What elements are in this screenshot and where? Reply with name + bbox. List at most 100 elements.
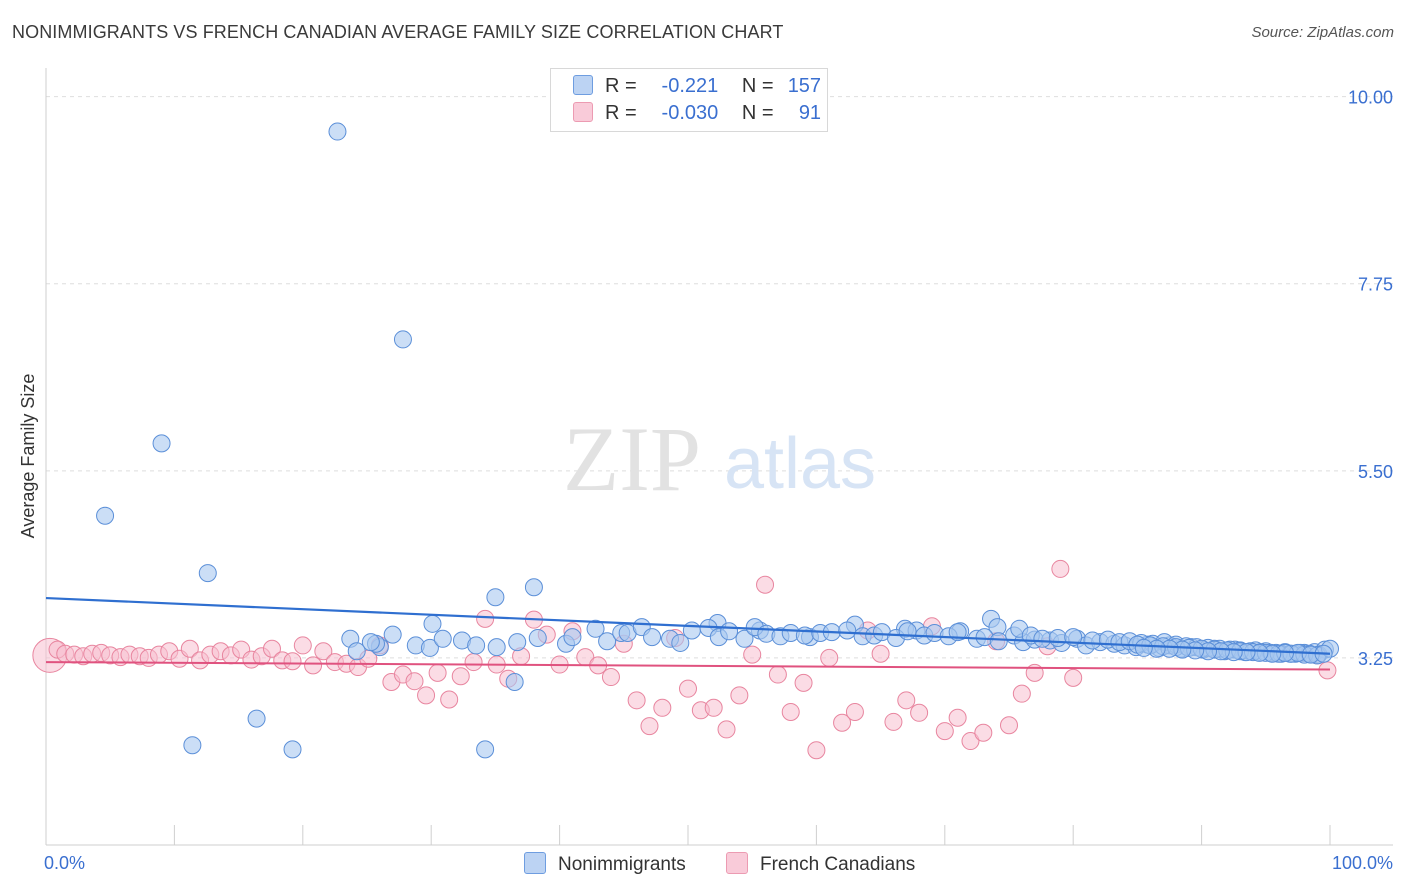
data-point-french-canadians (897, 691, 916, 710)
data-point-french-canadians (476, 609, 495, 628)
data-point-french-canadians (871, 644, 890, 663)
data-point-french-canadians (1012, 684, 1031, 703)
data-point-nonimmigrants (383, 625, 402, 644)
data-point-french-canadians (304, 656, 323, 675)
data-point-french-canadians (627, 691, 646, 710)
data-point-french-canadians (935, 722, 954, 741)
data-point-french-canadians (807, 741, 826, 760)
data-point-nonimmigrants (563, 628, 582, 647)
watermark-zip: ZIP (563, 408, 701, 510)
data-point-french-canadians (756, 575, 775, 594)
trend-lines (45, 596, 1331, 671)
legend-row-nonimmigrants: R = -0.221 N = 157 (573, 75, 821, 99)
legend-label-nonimmigrants: Nonimmigrants (558, 854, 686, 875)
data-point-nonimmigrants (420, 638, 439, 657)
data-point-french-canadians (948, 708, 967, 727)
trend-line-french-canadians (45, 661, 1331, 671)
data-point-nonimmigrants (1048, 628, 1067, 647)
data-point-french-canadians (180, 639, 199, 658)
data-point-french-canadians (794, 673, 813, 692)
y-axis-label: Average Family Size (18, 374, 38, 539)
bottom-legend: Nonimmigrants French Canadians (0, 850, 1406, 880)
data-point-french-canadians (974, 723, 993, 742)
legend-n-label: N = (741, 75, 774, 97)
data-point-nonimmigrants (508, 633, 527, 652)
data-point-nonimmigrants (989, 632, 1008, 651)
legend-n-value: 157 (787, 75, 822, 97)
data-point-nonimmigrants (598, 632, 617, 651)
chart-title: NONIMMIGRANTS VS FRENCH CANADIAN AVERAGE… (12, 22, 784, 42)
data-point-french-canadians (820, 648, 839, 667)
data-point-nonimmigrants (838, 621, 857, 640)
data-point-nonimmigrants (1083, 631, 1102, 650)
data-point-french-canadians (884, 712, 903, 731)
data-point-nonimmigrants (1033, 629, 1052, 648)
data-point-nonimmigrants (1134, 638, 1153, 657)
data-point-nonimmigrants (347, 642, 366, 661)
grid-lines (46, 96, 1393, 659)
data-point-nonimmigrants (586, 619, 605, 638)
data-point-french-canadians (833, 713, 852, 732)
data-point-french-canadians (405, 672, 424, 691)
legend-swatch-pink (573, 102, 593, 122)
y-tick-label: 3.25 (1358, 649, 1393, 669)
data-point-nonimmigrants (467, 636, 486, 655)
data-point-nonimmigrants (476, 740, 495, 759)
data-point-nonimmigrants (487, 638, 506, 657)
legend-swatch-pink (726, 852, 748, 874)
legend-swatch-blue (524, 852, 546, 874)
data-point-nonimmigrants (898, 622, 917, 641)
data-point-french-canadians (704, 698, 723, 717)
data-point-french-canadians (845, 702, 864, 721)
data-point-nonimmigrants (433, 629, 452, 648)
data-point-nonimmigrants (682, 621, 701, 640)
legend-item-nonimmigrants[interactable]: Nonimmigrants (524, 852, 686, 876)
legend-n-value: 91 (798, 102, 822, 124)
data-point-french-canadians (428, 663, 447, 682)
data-point-nonimmigrants (361, 633, 380, 652)
legend-r-label: R = (605, 102, 637, 124)
data-point-nonimmigrants (720, 622, 739, 641)
data-point-nonimmigrants (795, 626, 814, 645)
data-point-french-canadians (730, 686, 749, 705)
data-point-nonimmigrants (528, 628, 547, 647)
x-tick-label-100: 100.0% (1332, 853, 1393, 873)
data-point-french-canadians (640, 717, 659, 736)
legend-r-value: -0.030 (661, 102, 719, 124)
chart-source: Source: ZipAtlas.com (1251, 24, 1394, 41)
data-point-french-canadians (293, 636, 312, 655)
data-point-french-canadians (743, 645, 762, 664)
data-point-french-canadians (679, 679, 697, 698)
data-point-french-canadians (601, 668, 620, 687)
legend-row-french-canadians: R = -0.030 N = 91 (573, 102, 821, 126)
data-point-french-canadians (717, 720, 736, 739)
x-tick-label-0: 0.0% (44, 853, 85, 873)
series-nonimmigrants (96, 122, 1339, 759)
legend-n-label: N = (741, 102, 774, 124)
data-point-nonimmigrants (643, 628, 662, 647)
data-point-french-canadians (1064, 668, 1083, 687)
data-point-french-canadians (653, 698, 672, 717)
legend-label-french-canadians: French Canadians (760, 854, 916, 875)
data-point-nonimmigrants (198, 564, 217, 583)
data-point-nonimmigrants (328, 122, 347, 141)
data-point-nonimmigrants (247, 709, 266, 728)
trend-line-nonimmigrants (45, 596, 1331, 655)
data-point-nonimmigrants (283, 740, 302, 759)
axes (45, 68, 1393, 846)
legend-r-value: -0.221 (661, 75, 719, 97)
legend-item-french-canadians[interactable]: French Canadians (726, 852, 915, 876)
data-point-french-canadians (283, 652, 302, 671)
data-point-nonimmigrants (486, 588, 505, 607)
data-point-french-canadians (451, 667, 470, 686)
data-point-french-canadians (1000, 716, 1018, 735)
legend-r-label: R = (605, 75, 637, 97)
data-point-french-canadians (417, 686, 436, 705)
data-point-nonimmigrants (393, 330, 412, 349)
y-tick-labels: 3.25 5.50 7.75 10.00 (1348, 88, 1393, 669)
series-french-canadians (32, 559, 1337, 760)
y-tick-label: 5.50 (1358, 462, 1393, 482)
stats-legend: R = -0.221 N = 157 R = -0.030 N = 91 (550, 68, 828, 132)
watermark-atlas: atlas (724, 424, 876, 504)
